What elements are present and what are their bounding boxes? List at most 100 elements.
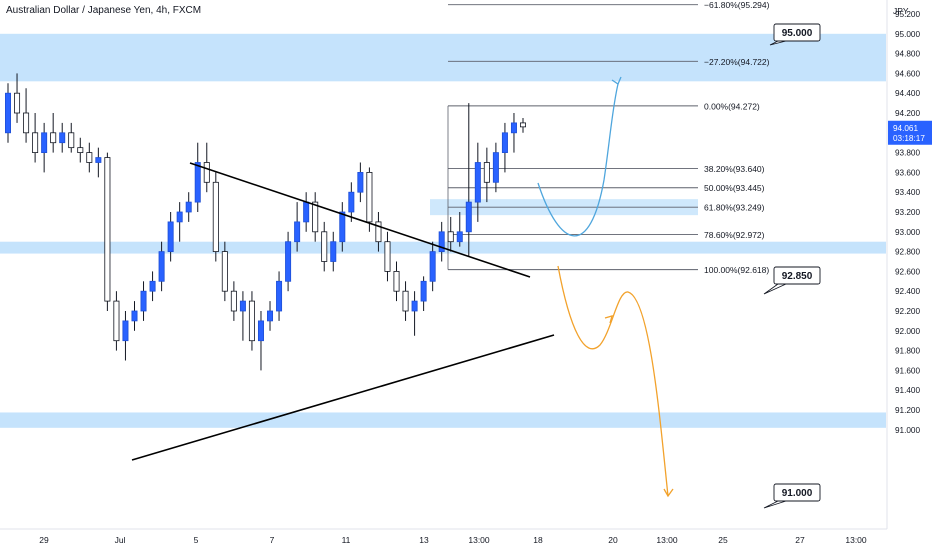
candle-body [520,122,527,128]
candle-body [384,241,391,272]
time-tick-label: 13:00 [845,535,867,545]
candle-body [203,162,210,183]
candle-body [122,320,129,342]
candle [393,261,400,302]
candle-body [86,152,93,163]
candle-body [276,280,283,312]
candle [158,241,165,292]
candle-body [312,201,319,233]
callout-pointer [763,283,787,295]
price-tick-label: 91.200 [895,406,920,415]
price-tick-label: 92.600 [895,267,920,276]
price-tick-label: 92.400 [895,287,920,296]
candle-body [131,310,138,322]
fib-label: 0.00%(94.272) [704,101,760,111]
candle [32,113,39,163]
candle [429,241,436,292]
bearish-projection-arrowhead [663,488,674,498]
time-tick-label: 13:00 [468,535,490,545]
candle [312,192,319,242]
candle-body [393,270,400,292]
candle [41,122,48,173]
price-tick-label: 94.600 [895,69,920,78]
candle [402,281,409,321]
candle [411,291,418,336]
fib-label: 100.00%(92.618) [704,265,769,275]
candle-body [158,251,165,282]
price-tick-label: 91.000 [895,426,920,435]
candle [384,231,391,282]
candle [212,172,219,262]
price-axis-unit: JPY [893,6,909,16]
candle [510,113,517,153]
time-tick-label: 20 [608,535,618,545]
time-tick-label: 27 [795,535,805,545]
fib-label: 50.00%(93.445) [704,183,765,193]
candle [149,271,156,302]
time-tick-label: 13:00 [656,535,678,545]
price-tick-label: 93.200 [895,208,920,217]
candle-body [429,251,436,282]
candle [77,137,84,163]
candle-body [438,231,445,253]
time-axis[interactable]: 29 Jul 5 7 11 13 13:00 18 20 13:00 25 27 13:00 [0,528,887,545]
time-tick-label: Jul [115,535,126,545]
candle [122,311,129,361]
candle-body [330,241,337,262]
candle-body [149,280,156,292]
fib-label: −27.20%(94.722) [704,57,770,67]
candle-body [357,171,364,193]
price-tick-label: 92.200 [895,307,920,316]
candle-body [339,211,346,243]
candle [285,231,292,292]
candle [276,271,283,321]
candle-body [68,132,75,149]
candle-body [176,211,183,223]
candle-body [230,290,237,312]
triangle-lower-trendline [131,334,555,461]
candle [483,147,490,203]
candle-body [113,300,120,342]
price-tick-label: 93.600 [895,168,920,177]
price-tick-label: 92.800 [895,248,920,257]
callout-label: 95.000 [782,28,813,39]
candle-body [294,221,301,243]
price-tick-label: 94.200 [895,109,920,118]
candle-body [14,92,21,114]
last-price-value: 94.061 [893,124,918,133]
price-callout: 91.000 [763,483,821,509]
price-tick-label: 94.400 [895,89,920,98]
bullish-projection-arrowhead [611,76,622,85]
price-tick-label: 95.200 [895,10,920,19]
candle-body [239,300,246,312]
candle-body [402,290,409,312]
candle-body [23,112,30,134]
candle-body [267,310,274,322]
candle [501,122,508,173]
candle [420,276,427,311]
drawings-layer [131,76,674,498]
candle-body [465,201,472,233]
candle-body [257,320,264,342]
triangle-upper-trendline [189,162,531,278]
time-tick-label: 25 [718,535,728,545]
candle [330,231,337,272]
candle [86,142,93,173]
time-tick-label: 7 [270,535,275,545]
candle [5,83,11,143]
bearish-mid-arrowhead [604,315,613,324]
price-tick-label: 91.600 [895,366,920,375]
time-tick-label: 29 [39,535,49,545]
candle [194,142,201,212]
candle [321,221,328,272]
candle [492,142,499,193]
candle-body [501,132,508,154]
candle-body [285,241,292,282]
candles-layer [5,73,527,371]
time-tick-label: 11 [342,535,351,545]
candle [239,291,246,341]
candle-body [194,162,201,203]
candle [339,202,346,252]
